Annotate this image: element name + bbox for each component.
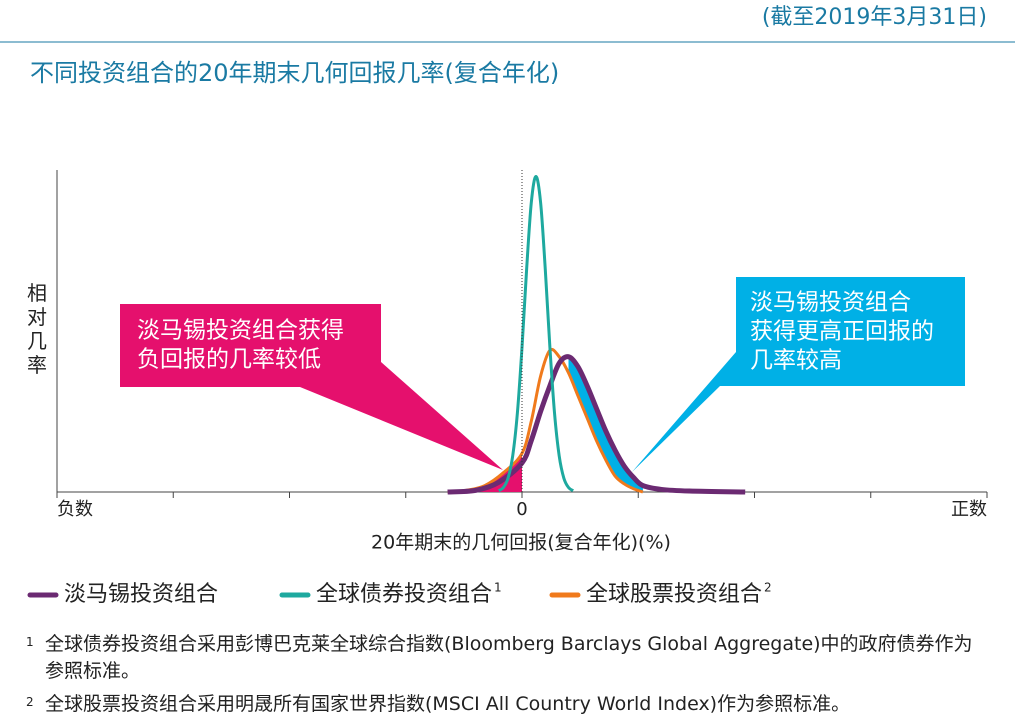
- legend-label: 淡马锡投资组合: [64, 582, 218, 607]
- footnote: 全球债券投资组合采用彭博巴克莱全球综合指数(Bloomberg Barclays…: [45, 633, 973, 682]
- x-tick-label: 负数: [57, 499, 93, 520]
- callout-negative: [120, 304, 503, 470]
- x-axis-title: 20年期末的几何回报(复合年化)(%): [371, 532, 671, 554]
- series-line: [447, 354, 746, 495]
- footnote: 全球股票投资组合采用明晟所有国家世界指数(MSCI All Country Wo…: [45, 693, 851, 715]
- footnote-marker: 1: [26, 635, 34, 649]
- callout-text: 负回报的几率较低: [137, 347, 321, 373]
- chart-title: 不同投资组合的20年期末几何回报几率(复合年化): [30, 59, 559, 87]
- callout-text: 淡马锡投资组合: [750, 290, 911, 316]
- callout-positive: [632, 277, 965, 472]
- series-line: [497, 174, 575, 493]
- callout-text: 淡马锡投资组合获得: [137, 318, 344, 344]
- y-axis-title: 相对几率: [27, 281, 47, 377]
- positive-shade: [568, 356, 643, 492]
- callout-text: 获得更高正回报的: [750, 319, 934, 345]
- callout-text: 几率较高: [750, 348, 842, 374]
- legend-label: 全球债券投资组合: [316, 582, 492, 607]
- x-tick-label: 正数: [951, 499, 987, 520]
- date-note: (截至2019年3月31日): [762, 5, 987, 30]
- legend-note-ref: 2: [764, 581, 772, 595]
- legend-note-ref: 1: [494, 581, 502, 595]
- x-tick-label: 0: [516, 499, 527, 520]
- footnote-marker: 2: [26, 695, 34, 709]
- legend-label: 全球股票投资组合: [586, 582, 762, 607]
- series-line: [447, 347, 644, 494]
